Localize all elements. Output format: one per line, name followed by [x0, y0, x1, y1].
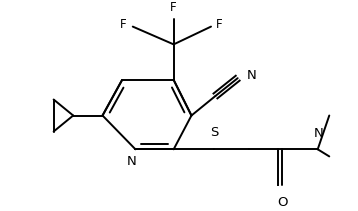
Text: F: F [216, 18, 222, 31]
Text: N: N [247, 69, 256, 82]
Text: O: O [277, 196, 287, 208]
Text: N: N [314, 127, 324, 140]
Text: N: N [127, 155, 137, 168]
Text: F: F [170, 1, 177, 14]
Text: S: S [211, 126, 219, 139]
Text: F: F [120, 18, 126, 31]
